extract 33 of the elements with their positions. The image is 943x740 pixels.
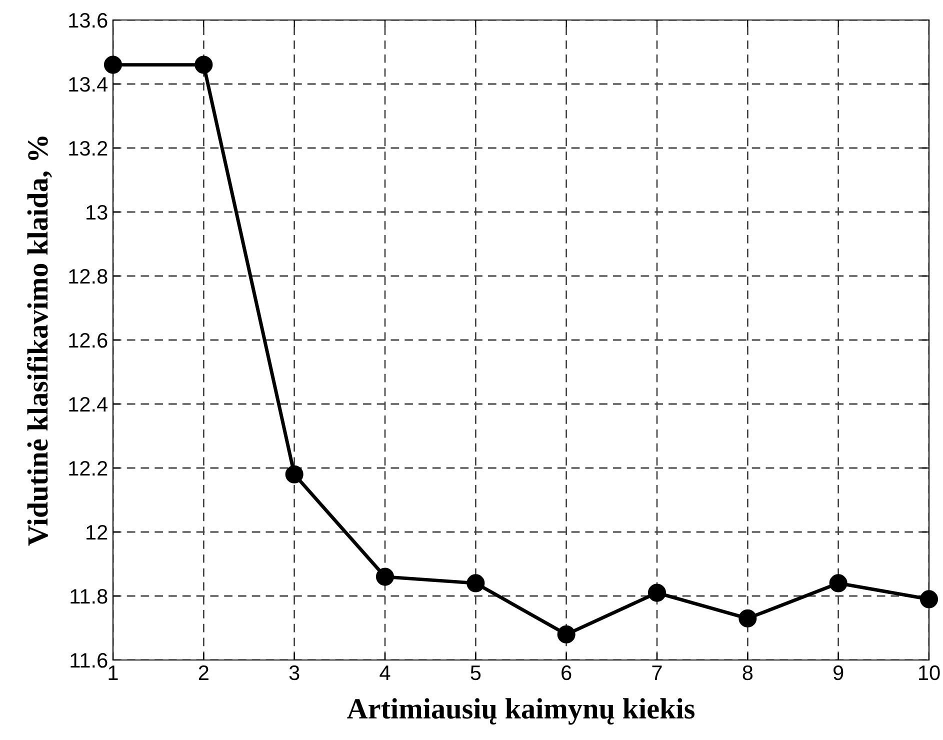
y-tick-label: 13.6 xyxy=(69,13,108,28)
y-tick-label: 13.4 xyxy=(69,77,108,92)
y-tick-label: 13 xyxy=(86,205,108,220)
x-tick-label: 4 xyxy=(380,666,390,680)
point xyxy=(285,465,304,484)
point xyxy=(194,56,213,74)
y-tick-label: 12.8 xyxy=(69,269,108,284)
point xyxy=(920,590,938,608)
x-axis-title: Artimiausių kaimynų kiekis xyxy=(347,698,695,725)
point xyxy=(376,568,394,586)
x-tick-label: 8 xyxy=(742,665,753,680)
x-tick-label: 9 xyxy=(834,665,844,680)
y-tick-label: 12 xyxy=(86,525,108,540)
y-tick-label: 12.4 xyxy=(69,397,108,412)
y-axis-title: Vidutinė klasifikavimo klaida, % xyxy=(26,136,52,546)
x-tick-label: 5 xyxy=(470,666,481,680)
x-tick-label: 1 xyxy=(108,666,118,680)
y-tick-label: 12.2 xyxy=(69,461,108,476)
x-tick-label: 7 xyxy=(652,666,662,680)
x-tick-label: 3 xyxy=(289,665,300,680)
point xyxy=(829,574,848,592)
x-tick-label: 10 xyxy=(919,665,940,680)
point xyxy=(104,56,122,74)
point xyxy=(648,584,666,602)
x-tick-label: 6 xyxy=(562,665,572,680)
y-tick-label: 11.6 xyxy=(70,653,108,668)
point xyxy=(738,609,757,628)
y-tick-label: 11.8 xyxy=(70,589,108,604)
point xyxy=(466,574,485,592)
x-tick-label: 2 xyxy=(198,665,208,680)
y-tick-label: 12.6 xyxy=(69,333,108,348)
point xyxy=(557,625,576,644)
y-tick-label: 13.2 xyxy=(69,141,108,156)
